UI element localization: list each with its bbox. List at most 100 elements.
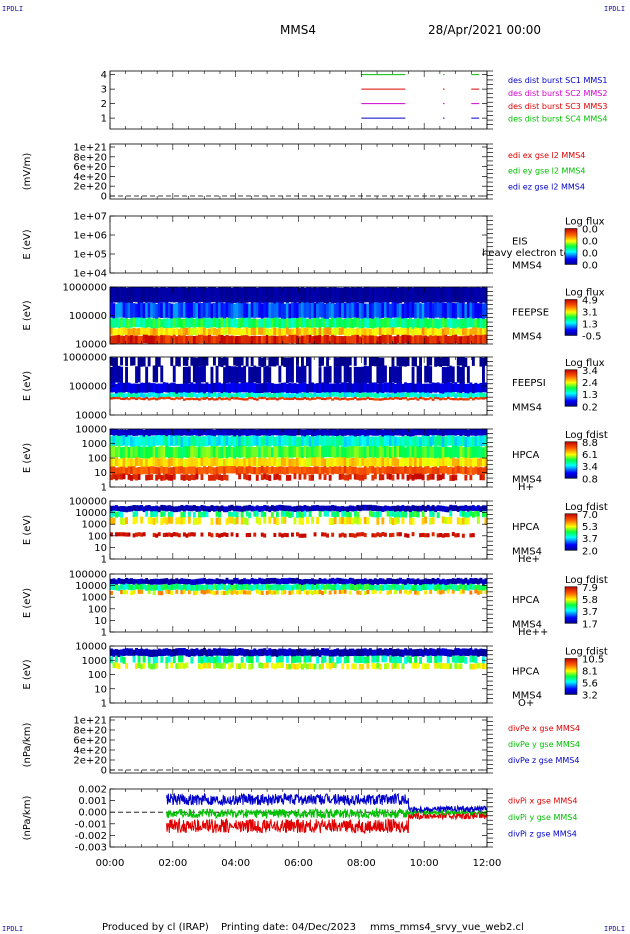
heatmap-cell [243, 287, 247, 303]
heatmap-cell [366, 656, 370, 663]
heatmap-cell [419, 466, 422, 474]
heatmap-cell [421, 517, 425, 525]
heatmap-cell [278, 655, 282, 663]
heatmap-cell [140, 583, 144, 590]
heatmap-cell [112, 396, 116, 400]
heatmap-cell [336, 583, 340, 590]
heatmap-cell [260, 457, 264, 467]
heatmap-cell [120, 317, 123, 328]
heatmap-cell [439, 302, 443, 319]
heatmap-cell [245, 649, 249, 657]
heatmap-cell [444, 392, 448, 398]
heatmap-cell [426, 392, 430, 397]
heatmap-cell [278, 584, 282, 591]
heatmap-cell [326, 383, 329, 394]
heatmap-cell [177, 335, 181, 344]
heatmap-cell [446, 429, 450, 436]
heatmap-cell [439, 648, 443, 656]
heatmap-cell [331, 429, 335, 436]
heatmap-cell [160, 457, 164, 466]
heatmap-cell [439, 398, 443, 401]
heatmap-cell [122, 648, 126, 657]
heatmap-cell [301, 648, 304, 657]
heatmap-cell [394, 512, 397, 518]
heatmap-cell [170, 533, 174, 538]
heatmap-cell [223, 506, 226, 513]
heatmap-cell [240, 445, 244, 458]
heatmap-cell [278, 474, 282, 481]
heatmap-cell [429, 429, 433, 436]
heatmap-cell [421, 287, 425, 303]
heatmap-cell [147, 517, 151, 524]
heatmap-cell [268, 475, 272, 481]
heatmap-cell [459, 397, 463, 401]
heatmap-cell [198, 649, 201, 657]
heatmap-cell [218, 397, 221, 400]
heatmap-cell [132, 287, 136, 303]
heatmap-cell [356, 366, 360, 384]
heatmap-cell [280, 466, 284, 475]
heatmap-cell [112, 335, 116, 344]
heatmap-cell [308, 287, 312, 304]
heatmap-cell [416, 436, 420, 448]
heatmap-cell [278, 648, 282, 656]
heatmap-cell [303, 335, 307, 344]
heatmap-cell [363, 335, 367, 344]
heatmap-cell [160, 435, 164, 446]
heatmap-cell [180, 458, 184, 467]
heatmap-cell [381, 327, 385, 335]
y-tick-label: 100 [88, 531, 107, 542]
heatmap-cell [313, 446, 317, 458]
heatmap-cell [172, 334, 176, 344]
heatmap-cell [416, 287, 420, 303]
heatmap-cell [210, 656, 214, 664]
heatmap-cell [130, 578, 133, 584]
heatmap-cell [376, 436, 380, 447]
heatmap-cell [175, 318, 179, 328]
colorbar-title: Log flux [565, 288, 605, 299]
heatmap-cell [459, 436, 463, 447]
heatmap-cell [270, 287, 274, 303]
heatmap-cell [127, 392, 131, 398]
heatmap-cell [147, 662, 151, 669]
heatmap-cell [243, 458, 247, 467]
heatmap-cell [280, 382, 284, 393]
heatmap-cell [235, 512, 239, 518]
y-tick-label: 0.000 [78, 808, 107, 819]
heatmap-cell [285, 357, 289, 368]
heatmap-cell [341, 466, 345, 475]
heatmap-cell [484, 578, 488, 585]
heatmap-cell [406, 446, 410, 459]
heatmap-cell [273, 517, 277, 525]
heatmap-cell [233, 287, 237, 304]
heatmap-cell [409, 335, 412, 344]
heatmap-cell [401, 663, 405, 670]
heatmap-cell [140, 302, 144, 318]
heatmap-cell [213, 648, 216, 656]
heatmap-cell [361, 504, 365, 511]
heatmap-cell [406, 457, 410, 467]
heatmap-cell [273, 532, 277, 537]
heatmap-cell [253, 457, 257, 466]
heatmap-cell [361, 397, 365, 400]
heatmap-cell [175, 357, 179, 367]
heatmap-cell [366, 458, 370, 468]
heatmap-cell [341, 327, 345, 335]
heatmap-cell [381, 318, 385, 329]
heatmap-cell [331, 511, 335, 517]
heatmap-cell [255, 510, 259, 517]
heatmap-cell [120, 517, 123, 525]
heatmap-cell [298, 328, 302, 336]
heatmap-cell [313, 397, 317, 400]
colorbar-tick-label: 2.4 [582, 378, 598, 389]
heatmap-cell [195, 317, 199, 328]
heatmap-cell [240, 382, 244, 393]
heatmap-cell [436, 287, 440, 303]
heatmap-cell [167, 585, 171, 591]
heatmap-cell [213, 382, 216, 393]
heatmap-cell [215, 336, 219, 344]
heatmap-cell [263, 446, 267, 458]
heatmap-cell [142, 663, 146, 669]
heatmap-cell [291, 328, 294, 336]
